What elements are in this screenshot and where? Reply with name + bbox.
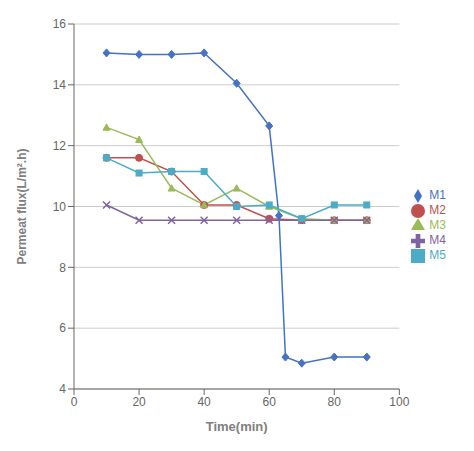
html-text:M1: M1	[429, 188, 446, 203]
svg-text:4: 4	[59, 382, 66, 396]
svg-text:Time(min): Time(min)	[206, 419, 268, 434]
svg-text:16: 16	[53, 17, 67, 31]
svg-text:10: 10	[53, 200, 67, 214]
html-text:M3: M3	[429, 218, 446, 233]
svg-text:6: 6	[59, 321, 66, 335]
svg-text:12: 12	[53, 139, 67, 153]
svg-text:14: 14	[53, 78, 67, 92]
svg-text:100: 100	[389, 395, 409, 409]
html-text:M4: M4	[429, 232, 446, 247]
svg-text:40: 40	[197, 395, 211, 409]
svg-text:20: 20	[132, 395, 146, 409]
html-text:M5: M5	[429, 247, 446, 262]
svg-text:0: 0	[71, 395, 78, 409]
html-text:M2: M2	[429, 203, 446, 218]
svg-text:Permeat flux(L/m².h): Permeat flux(L/m².h)	[15, 148, 29, 264]
svg-text:60: 60	[263, 395, 277, 409]
svg-text:8: 8	[59, 261, 66, 275]
svg-text:80: 80	[328, 395, 342, 409]
